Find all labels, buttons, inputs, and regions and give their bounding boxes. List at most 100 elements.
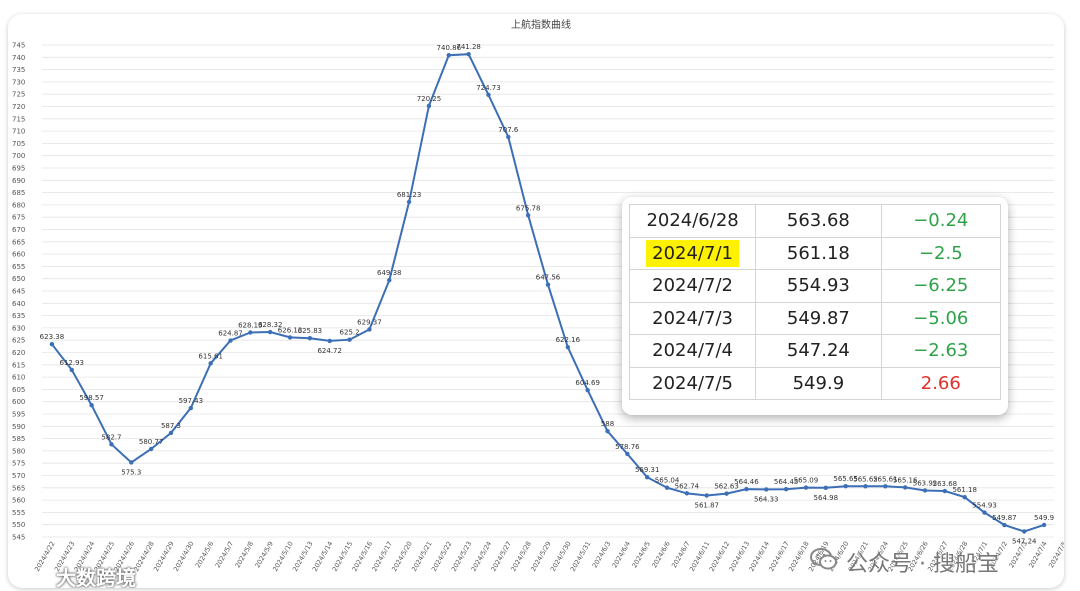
data-label: 554.93 — [972, 502, 997, 510]
data-label: 597.43 — [179, 397, 204, 405]
data-point — [406, 199, 412, 205]
data-point — [605, 429, 610, 434]
data-label: 578.76 — [615, 443, 640, 451]
x-tick-label: 2024/5/9 — [253, 540, 275, 569]
data-label: 615.61 — [198, 352, 223, 360]
data-point — [228, 338, 233, 343]
value-cell: 554.93 — [755, 269, 882, 303]
value-cell: 561.18 — [755, 236, 882, 270]
value-cell: 549.9 — [755, 366, 882, 400]
date-cell: 2024/7/2 — [628, 269, 757, 303]
data-label: 624.72 — [317, 347, 342, 355]
date-text: 2024/7/5 — [652, 372, 733, 394]
date-text: 2024/7/4 — [652, 340, 733, 362]
table-row: 2024/7/3 549.87 −5.06 — [628, 301, 1002, 335]
date-text: 2024/7/1 — [646, 239, 739, 267]
table-row: 2024/7/2 554.93 −6.25 — [628, 269, 1002, 303]
data-point — [783, 486, 789, 492]
data-label: 563.68 — [933, 480, 958, 488]
y-tick-label: 645 — [12, 288, 25, 296]
data-label: 625.2 — [340, 329, 360, 337]
date-cell: 2024/7/4 — [628, 334, 757, 368]
data-point — [1002, 522, 1007, 528]
y-tick-label: 730 — [12, 78, 25, 86]
y-tick-label: 560 — [12, 497, 25, 505]
data-point — [506, 134, 511, 140]
data-label: 564.45 — [774, 478, 799, 486]
data-point — [347, 337, 352, 342]
data-point — [684, 491, 690, 496]
x-tick-label: 2024/6/3 — [591, 540, 613, 569]
y-tick-label: 635 — [12, 312, 25, 320]
data-point — [287, 335, 293, 340]
data-label: 563.92 — [913, 479, 938, 487]
date-text: 2024/7/3 — [652, 307, 733, 329]
table-row: 2024/7/1 561.18 −2.5 — [628, 236, 1002, 270]
recent-values-table: 2024/6/28 563.68 −0.24 2024/7/1 561.18 −2.5 20… — [622, 197, 1008, 415]
change-cell: −2.63 — [880, 334, 1002, 368]
data-point — [962, 494, 967, 500]
chart-title: 上航指数曲线 — [511, 18, 571, 31]
y-tick-label: 680 — [12, 201, 25, 209]
y-tick-label: 690 — [12, 177, 25, 185]
x-tick-label: 2024/6/7 — [670, 540, 692, 569]
y-tick-label: 640 — [12, 300, 25, 308]
table-row: 2024/7/5 549.9 2.66 — [628, 366, 1002, 400]
data-point — [109, 442, 114, 447]
x-tick-label: 2024/5/6 — [194, 540, 216, 569]
y-axis-ticks: 545 550 555 560 565 570 575 580 585 590 595 600 605 6… — [12, 42, 25, 542]
x-tick-label: 2024/5/7 — [214, 540, 236, 569]
data-label: 625.83 — [298, 327, 323, 335]
data-point — [1041, 522, 1047, 528]
data-label: 628.13 — [238, 322, 263, 330]
data-label: 547.24 — [1012, 537, 1037, 545]
data-label: 598.57 — [79, 394, 104, 402]
data-point — [89, 403, 94, 408]
data-label: 626.13 — [278, 326, 303, 334]
y-tick-label: 710 — [12, 128, 25, 136]
change-cell: −2.5 — [880, 236, 1002, 270]
data-points — [49, 51, 1047, 534]
data-point — [625, 451, 630, 457]
y-tick-label: 740 — [12, 54, 25, 62]
y-tick-label: 665 — [12, 238, 25, 246]
table-body: 2024/6/28 563.68 −0.24 2024/7/1 561.18 −2.5 20… — [628, 204, 1002, 400]
data-point — [843, 484, 848, 489]
data-label: 564.46 — [734, 478, 759, 486]
y-tick-label: 620 — [12, 349, 25, 357]
data-label: 604.69 — [575, 379, 600, 387]
data-point — [426, 103, 432, 109]
data-label: 624.87 — [218, 330, 243, 338]
y-tick-label: 590 — [12, 423, 25, 431]
data-label: 707.6 — [498, 126, 519, 134]
data-point — [545, 282, 551, 287]
change-cell: −6.25 — [880, 269, 1002, 303]
data-point — [49, 341, 55, 347]
data-point — [327, 338, 332, 344]
data-point — [387, 278, 392, 283]
data-label: 562.63 — [714, 483, 739, 491]
x-tick-label: 2024/6/6 — [650, 540, 672, 569]
y-tick-label: 720 — [12, 103, 25, 111]
data-label: 740.86 — [437, 44, 462, 52]
wechat-icon — [810, 548, 837, 570]
data-label: 580.77 — [139, 438, 164, 446]
y-tick-label: 715 — [12, 115, 25, 123]
y-tick-label: 695 — [12, 165, 25, 173]
data-label: 612.93 — [60, 359, 85, 367]
value-cell: 547.24 — [755, 334, 882, 368]
values-table: 2024/6/28 563.68 −0.24 2024/7/1 561.18 −2.5 20… — [628, 204, 1002, 400]
y-tick-label: 685 — [12, 189, 25, 197]
date-cell: 2024/7/3 — [628, 301, 757, 335]
data-point — [148, 446, 154, 452]
date-cell: 2024/7/1 — [628, 236, 757, 270]
data-label: 561.18 — [952, 486, 977, 494]
x-tick-label: 2024/7/5 — [1047, 540, 1064, 569]
x-tick-label: 2024/6/5 — [630, 540, 652, 569]
y-tick-label: 615 — [12, 361, 25, 369]
data-point — [446, 52, 451, 58]
data-point — [1022, 529, 1027, 534]
data-point — [69, 367, 74, 373]
x-tick-label: 2024/5/8 — [234, 540, 256, 569]
y-tick-label: 725 — [12, 91, 25, 99]
